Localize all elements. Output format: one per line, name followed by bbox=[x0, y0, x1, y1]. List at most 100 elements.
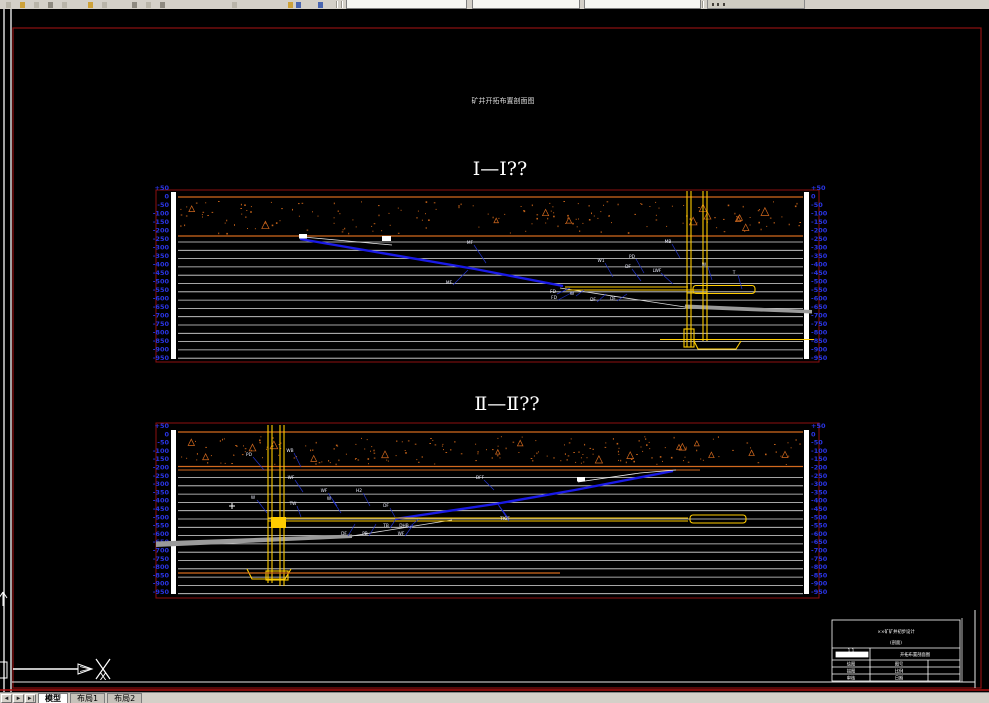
hatch-dot bbox=[315, 463, 317, 465]
leader-line bbox=[327, 492, 338, 507]
hatch-dot bbox=[799, 222, 801, 223]
toolbar-icon-print[interactable] bbox=[48, 2, 53, 8]
hatch-dot bbox=[458, 206, 460, 209]
hatch-dot bbox=[271, 445, 274, 447]
toolbar-icon-cut[interactable] bbox=[88, 2, 93, 8]
toolbar-field[interactable] bbox=[707, 0, 805, 9]
hatch-dot bbox=[233, 454, 235, 456]
gray-wedge bbox=[685, 304, 812, 314]
hatch-dot bbox=[378, 214, 380, 217]
hatch-dot bbox=[196, 453, 198, 455]
incline-top-white-line bbox=[302, 236, 393, 246]
toolbar-icon-pan[interactable] bbox=[160, 2, 165, 8]
color-dropdown[interactable] bbox=[472, 0, 580, 9]
elevation-label: -800 bbox=[153, 563, 170, 571]
toolbar-icon-copy[interactable] bbox=[102, 2, 107, 8]
elevation-label: -350 bbox=[153, 252, 170, 260]
hatch-triangle bbox=[736, 214, 744, 221]
hatch-dot bbox=[337, 445, 339, 447]
hatch-dot bbox=[716, 227, 718, 229]
hatch-dot bbox=[317, 215, 319, 217]
hatch-triangle bbox=[493, 217, 500, 224]
hatch-dot bbox=[552, 206, 554, 208]
hatch-dot bbox=[321, 461, 323, 463]
tab-layout2[interactable]: 布局2 bbox=[107, 693, 143, 703]
elevation-label: -950 bbox=[811, 354, 828, 362]
hatch-dot bbox=[240, 208, 242, 209]
leader-line bbox=[631, 268, 642, 282]
hatch-dot bbox=[685, 448, 687, 450]
hatch-dot bbox=[460, 203, 462, 206]
hatch-dot bbox=[224, 222, 226, 224]
hatch-dot bbox=[243, 445, 244, 447]
hatch-dot bbox=[666, 225, 668, 227]
linetype-dropdown[interactable] bbox=[584, 0, 701, 9]
hatch-dot bbox=[580, 457, 582, 459]
elevation-label: +50 bbox=[155, 184, 170, 192]
hatch-dot bbox=[404, 450, 406, 451]
hatch-dot bbox=[372, 230, 374, 232]
hatch-dot bbox=[545, 222, 547, 224]
leader-line bbox=[404, 524, 414, 537]
toolbar-icon-properties[interactable] bbox=[318, 2, 323, 8]
layer-dropdown[interactable] bbox=[346, 0, 467, 9]
hatch-dot bbox=[442, 443, 444, 445]
hatch-dot bbox=[266, 446, 268, 448]
hatch-dot bbox=[231, 463, 233, 464]
leader-line bbox=[389, 518, 397, 529]
hatch-dot bbox=[736, 216, 738, 218]
hatch-dot bbox=[272, 437, 274, 439]
hatch-dot bbox=[386, 459, 388, 461]
elevation-label: -900 bbox=[153, 346, 170, 354]
leader-line bbox=[596, 293, 607, 303]
tab-nav-prev-button[interactable]: ► bbox=[13, 694, 24, 703]
toolbar-icon-layer-state[interactable] bbox=[296, 2, 301, 8]
hatch-triangle bbox=[678, 442, 687, 451]
hatch-dot bbox=[361, 201, 362, 203]
hatch-dot bbox=[180, 208, 182, 210]
toolbar-icon-save[interactable] bbox=[34, 2, 39, 8]
hatch-dot bbox=[259, 439, 261, 442]
tab-model[interactable]: 模型 bbox=[38, 693, 68, 703]
leader-line bbox=[256, 499, 268, 514]
hatch-dot bbox=[505, 447, 507, 450]
toolbar-icon-new[interactable] bbox=[6, 2, 11, 8]
toolbar-icon-layers[interactable] bbox=[288, 2, 293, 8]
elevation-label: -550 bbox=[153, 286, 170, 294]
elevation-label: -200 bbox=[811, 464, 828, 472]
hatch-dot bbox=[180, 225, 182, 227]
elevation-label: -300 bbox=[153, 244, 170, 252]
elevation-label: -600 bbox=[153, 295, 170, 303]
hatch-dot bbox=[640, 203, 642, 204]
toolbar-icon-zoom[interactable] bbox=[232, 2, 237, 8]
hatch-triangle bbox=[187, 438, 196, 446]
shaft-junction-box bbox=[271, 517, 286, 528]
hatch-triangle bbox=[594, 455, 604, 464]
title-block-scale: 1 1 bbox=[848, 648, 855, 654]
hatch-dot bbox=[202, 216, 203, 218]
tab-nav-next-button[interactable]: ►| bbox=[25, 694, 36, 703]
hatch-dot bbox=[315, 441, 317, 444]
hatch-dot bbox=[367, 458, 370, 460]
elevation-label: -250 bbox=[811, 472, 828, 480]
hatch-dot bbox=[400, 209, 402, 211]
leader-label: LWF bbox=[653, 268, 662, 274]
section1-scale-right: +500-50-100-150-200-250-300-350-400-450-… bbox=[811, 184, 828, 362]
toolbar-icon-undo[interactable] bbox=[132, 2, 137, 8]
incline-top-white-line bbox=[577, 469, 677, 483]
hatch-dot bbox=[604, 446, 607, 448]
section2-scalebar-right bbox=[804, 430, 809, 594]
section1-title: I—I?? bbox=[473, 158, 527, 180]
hatch-dot bbox=[441, 445, 443, 447]
tab-nav-first-button[interactable]: ◄ bbox=[1, 694, 12, 703]
elevation-label: -600 bbox=[811, 295, 828, 303]
toolbar-icon-preview[interactable] bbox=[62, 2, 67, 8]
tab-layout1-label: 布局1 bbox=[77, 694, 99, 703]
leader-label: TB bbox=[382, 523, 389, 529]
hatch-dot bbox=[757, 462, 760, 464]
toolbar-icon-redo[interactable] bbox=[146, 2, 151, 8]
ucs-x-label: X bbox=[100, 672, 107, 683]
toolbar-icon-open[interactable] bbox=[20, 2, 25, 8]
tab-layout1[interactable]: 布局1 bbox=[70, 693, 106, 703]
